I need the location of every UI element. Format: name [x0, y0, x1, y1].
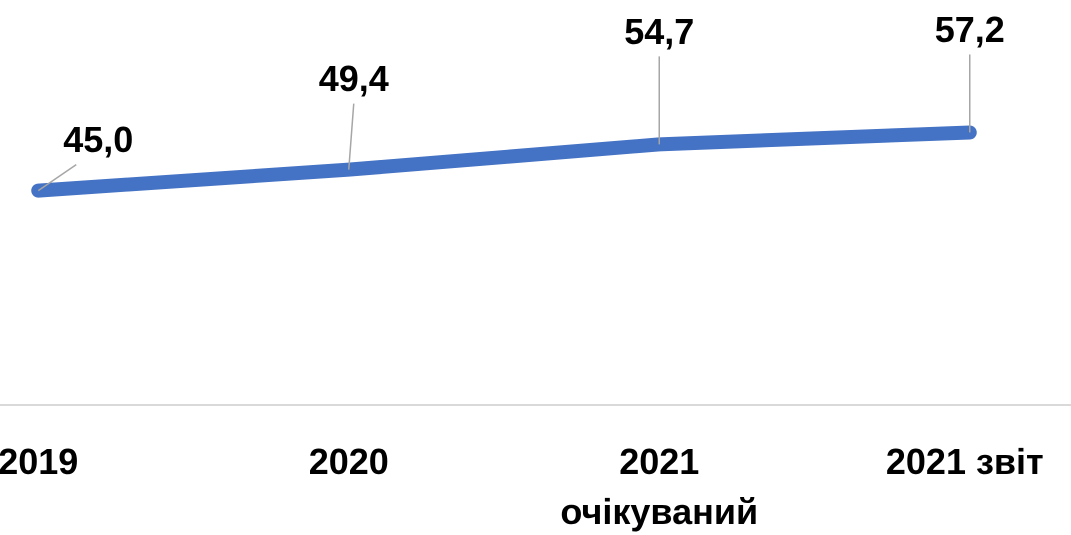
line: [31, 125, 977, 198]
data-label: 54,7: [624, 11, 694, 52]
x-tick-label: 2020: [308, 441, 389, 482]
x-tick-label: 2021 звіт: [885, 441, 1044, 482]
x-tick-label: 2021 очікуваний: [560, 441, 759, 532]
data-label: 49,4: [319, 58, 389, 99]
data-label: 57,2: [935, 9, 1005, 50]
data-label: 45,0: [63, 119, 133, 160]
x-tick-label: 2019: [0, 441, 79, 482]
leader-line: [348, 103, 355, 170]
leader-line: [37, 163, 77, 192]
